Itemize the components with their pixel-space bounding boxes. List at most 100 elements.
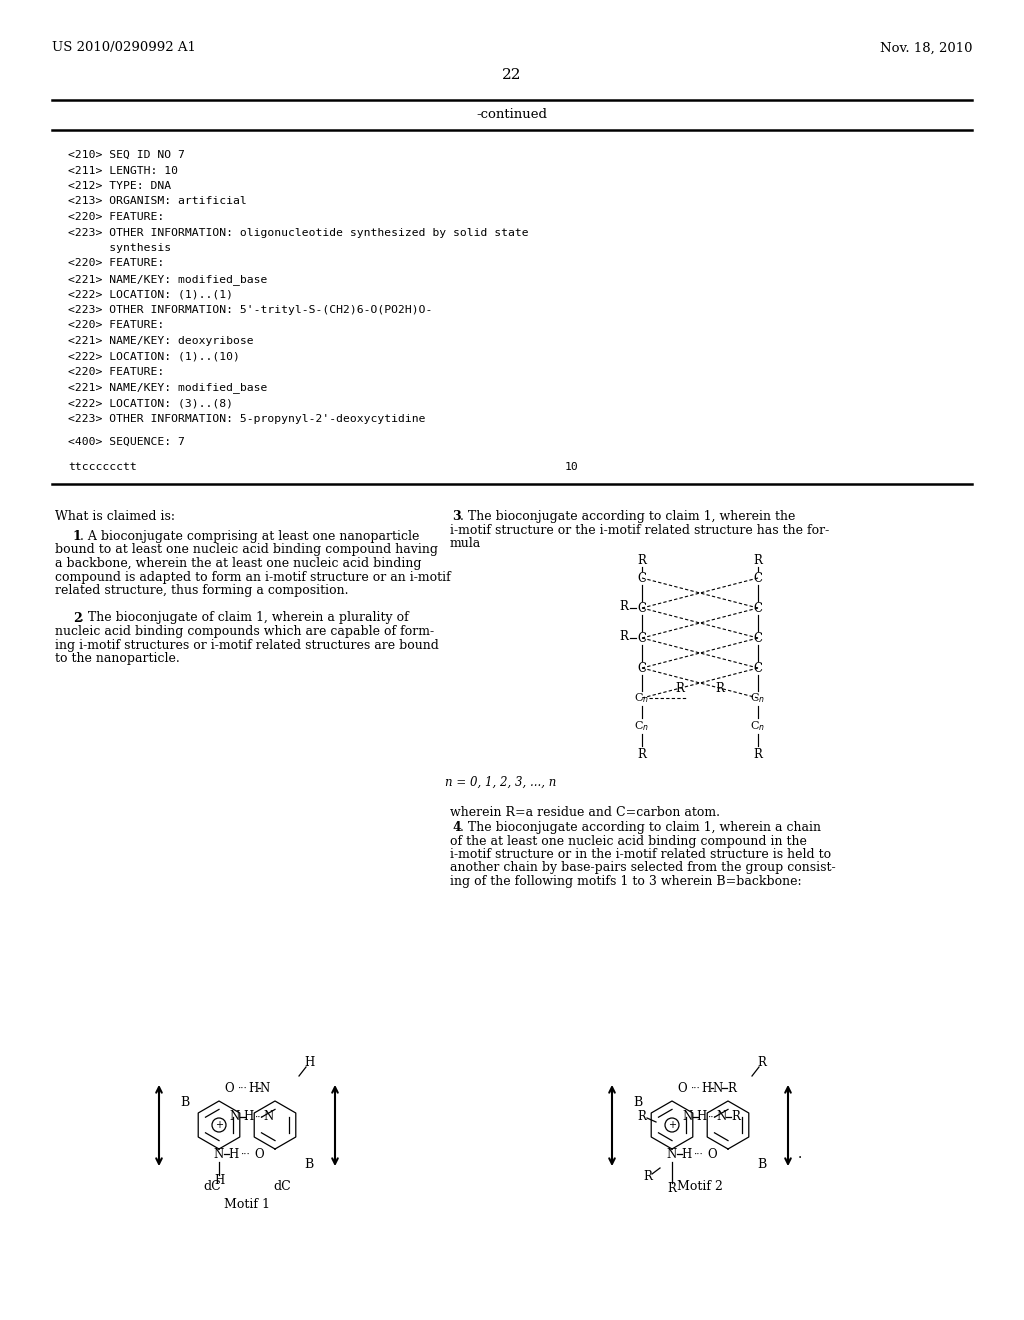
Text: ···: ··· bbox=[693, 1150, 702, 1159]
Text: <220> FEATURE:: <220> FEATURE: bbox=[68, 259, 164, 268]
Text: 1: 1 bbox=[73, 531, 82, 543]
Text: C: C bbox=[638, 602, 646, 615]
Text: H: H bbox=[304, 1056, 314, 1068]
Text: C$_n$: C$_n$ bbox=[635, 719, 649, 733]
Text: N: N bbox=[713, 1081, 723, 1094]
Text: 3: 3 bbox=[452, 510, 461, 523]
Text: mula: mula bbox=[450, 537, 481, 550]
Text: <213> ORGANISM: artificial: <213> ORGANISM: artificial bbox=[68, 197, 247, 206]
Text: R: R bbox=[716, 681, 724, 694]
Text: R: R bbox=[643, 1170, 652, 1183]
Text: H: H bbox=[243, 1110, 253, 1123]
Text: <221> NAME/KEY: modified_base: <221> NAME/KEY: modified_base bbox=[68, 383, 267, 393]
Text: wherein R=a residue and C=carbon atom.: wherein R=a residue and C=carbon atom. bbox=[450, 807, 720, 818]
Text: ···: ··· bbox=[690, 1084, 699, 1093]
Text: H: H bbox=[228, 1147, 239, 1160]
Text: O: O bbox=[254, 1147, 264, 1160]
Text: <210> SEQ ID NO 7: <210> SEQ ID NO 7 bbox=[68, 150, 185, 160]
Text: R: R bbox=[620, 630, 629, 643]
Text: N: N bbox=[683, 1110, 693, 1123]
Text: R: R bbox=[638, 1110, 646, 1122]
Text: <400> SEQUENCE: 7: <400> SEQUENCE: 7 bbox=[68, 437, 185, 447]
Text: ttcccccctt: ttcccccctt bbox=[68, 462, 137, 473]
Text: . The bioconjugate of claim 1, wherein a plurality of: . The bioconjugate of claim 1, wherein a… bbox=[80, 611, 409, 624]
Text: C$_n$: C$_n$ bbox=[751, 719, 766, 733]
Text: . The bioconjugate according to claim 1, wherein the: . The bioconjugate according to claim 1,… bbox=[460, 510, 796, 523]
Text: +: + bbox=[215, 1119, 223, 1130]
Text: i-motif structure or the i-motif related structure has the for-: i-motif structure or the i-motif related… bbox=[450, 524, 829, 536]
Text: C$_n$: C$_n$ bbox=[635, 692, 649, 705]
Text: C: C bbox=[754, 631, 763, 644]
Text: O: O bbox=[677, 1081, 687, 1094]
Text: H: H bbox=[248, 1081, 258, 1094]
Text: N: N bbox=[214, 1147, 224, 1160]
Text: . The bioconjugate according to claim 1, wherein a chain: . The bioconjugate according to claim 1,… bbox=[460, 821, 821, 834]
Text: R: R bbox=[758, 1056, 766, 1068]
Text: R: R bbox=[620, 599, 629, 612]
Text: ing of the following motifs 1 to 3 wherein B=backbone:: ing of the following motifs 1 to 3 where… bbox=[450, 875, 802, 888]
Text: Motif 1: Motif 1 bbox=[224, 1199, 270, 1210]
Text: B: B bbox=[634, 1096, 643, 1109]
Text: R: R bbox=[638, 553, 646, 566]
Text: O: O bbox=[224, 1081, 233, 1094]
Text: R: R bbox=[754, 747, 763, 760]
Text: ···: ··· bbox=[254, 1113, 264, 1122]
Text: N: N bbox=[260, 1081, 270, 1094]
Text: 2: 2 bbox=[73, 611, 82, 624]
Text: US 2010/0290992 A1: US 2010/0290992 A1 bbox=[52, 41, 196, 54]
Text: related structure, thus forming a composition.: related structure, thus forming a compos… bbox=[55, 583, 348, 597]
Text: ···: ··· bbox=[240, 1150, 250, 1159]
Text: another chain by base-pairs selected from the group consist-: another chain by base-pairs selected fro… bbox=[450, 862, 836, 874]
Text: H: H bbox=[214, 1173, 224, 1187]
Text: N: N bbox=[717, 1110, 727, 1123]
Text: <223> OTHER INFORMATION: oligonucleotide synthesized by solid state: <223> OTHER INFORMATION: oligonucleotide… bbox=[68, 227, 528, 238]
Text: O: O bbox=[708, 1147, 717, 1160]
Text: <212> TYPE: DNA: <212> TYPE: DNA bbox=[68, 181, 171, 191]
Text: H: H bbox=[700, 1081, 711, 1094]
Text: 22: 22 bbox=[502, 69, 522, 82]
Text: N: N bbox=[264, 1110, 274, 1123]
Text: a backbone, wherein the at least one nucleic acid binding: a backbone, wherein the at least one nuc… bbox=[55, 557, 422, 570]
Text: B: B bbox=[758, 1158, 767, 1171]
Text: C: C bbox=[638, 661, 646, 675]
Text: Nov. 18, 2010: Nov. 18, 2010 bbox=[880, 41, 972, 54]
Text: N: N bbox=[229, 1110, 240, 1123]
Text: <223> OTHER INFORMATION: 5-propynyl-2'-deoxycytidine: <223> OTHER INFORMATION: 5-propynyl-2'-d… bbox=[68, 413, 426, 424]
Text: . A bioconjugate comprising at least one nanoparticle: . A bioconjugate comprising at least one… bbox=[80, 531, 420, 543]
Text: n = 0, 1, 2, 3, ..., n: n = 0, 1, 2, 3, ..., n bbox=[445, 776, 556, 789]
Text: <220> FEATURE:: <220> FEATURE: bbox=[68, 367, 164, 378]
Text: <221> NAME/KEY: modified_base: <221> NAME/KEY: modified_base bbox=[68, 275, 267, 285]
Text: ing i-motif structures or i-motif related structures are bound: ing i-motif structures or i-motif relate… bbox=[55, 639, 439, 652]
Text: C: C bbox=[754, 602, 763, 615]
Text: R: R bbox=[731, 1110, 740, 1123]
Text: <222> LOCATION: (1)..(10): <222> LOCATION: (1)..(10) bbox=[68, 351, 240, 362]
Text: of the at least one nucleic acid binding compound in the: of the at least one nucleic acid binding… bbox=[450, 834, 807, 847]
Text: nucleic acid binding compounds which are capable of form-: nucleic acid binding compounds which are… bbox=[55, 624, 434, 638]
Text: N: N bbox=[667, 1147, 677, 1160]
Text: bound to at least one nucleic acid binding compound having: bound to at least one nucleic acid bindi… bbox=[55, 544, 438, 557]
Text: compound is adapted to form an i-motif structure or an i-motif: compound is adapted to form an i-motif s… bbox=[55, 570, 451, 583]
Text: <223> OTHER INFORMATION: 5'-trityl-S-(CH2)6-O(PO2H)O-: <223> OTHER INFORMATION: 5'-trityl-S-(CH… bbox=[68, 305, 432, 315]
Text: Motif 2: Motif 2 bbox=[677, 1180, 723, 1193]
Text: +: + bbox=[668, 1119, 676, 1130]
Text: What is claimed is:: What is claimed is: bbox=[55, 510, 175, 523]
Text: R: R bbox=[668, 1181, 677, 1195]
Text: <222> LOCATION: (3)..(8): <222> LOCATION: (3)..(8) bbox=[68, 399, 233, 408]
Text: R: R bbox=[638, 747, 646, 760]
Text: 4: 4 bbox=[452, 821, 461, 834]
Text: C$_n$: C$_n$ bbox=[751, 692, 766, 705]
Text: H: H bbox=[681, 1147, 691, 1160]
Text: to the nanoparticle.: to the nanoparticle. bbox=[55, 652, 180, 665]
Text: B: B bbox=[304, 1158, 313, 1171]
Text: H: H bbox=[696, 1110, 707, 1123]
Text: C: C bbox=[638, 631, 646, 644]
Text: .: . bbox=[798, 1147, 802, 1162]
Text: <221> NAME/KEY: deoxyribose: <221> NAME/KEY: deoxyribose bbox=[68, 337, 254, 346]
Text: -continued: -continued bbox=[476, 108, 548, 121]
Text: <222> LOCATION: (1)..(1): <222> LOCATION: (1)..(1) bbox=[68, 289, 233, 300]
Text: R: R bbox=[676, 681, 684, 694]
Text: ···: ··· bbox=[238, 1084, 247, 1093]
Text: <220> FEATURE:: <220> FEATURE: bbox=[68, 213, 164, 222]
Text: <220> FEATURE:: <220> FEATURE: bbox=[68, 321, 164, 330]
Text: R: R bbox=[728, 1081, 736, 1094]
